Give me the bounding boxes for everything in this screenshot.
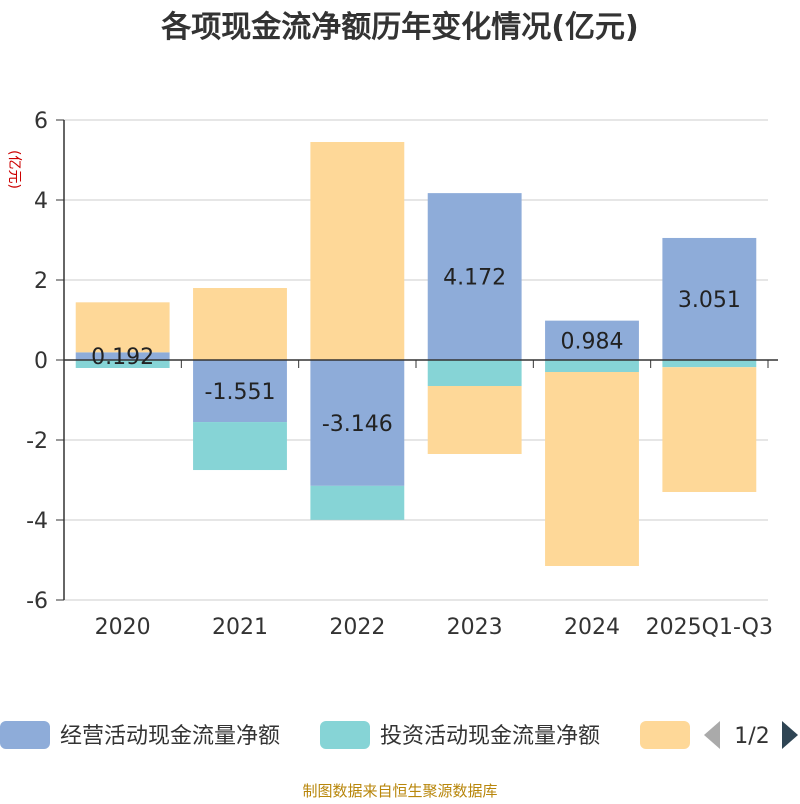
y-tick-label: -2	[26, 429, 48, 454]
bar-series1	[427, 193, 522, 360]
bar-series3	[545, 372, 639, 566]
y-axis-label: (亿元)	[6, 150, 22, 189]
x-tick-label: 2024	[564, 615, 620, 640]
data-label: 0.192	[91, 345, 154, 370]
bar-series2	[75, 360, 170, 368]
data-label: 0.984	[561, 329, 624, 354]
bar-series3	[662, 367, 757, 492]
source-note: 制图数据来自恒生聚源数据库	[302, 782, 497, 800]
bar-series2	[427, 360, 522, 386]
bar-series3	[427, 386, 522, 454]
legend-next-icon[interactable]	[782, 721, 798, 749]
legend-swatch[interactable]	[0, 721, 50, 749]
legend: 经营活动现金流量净额 投资活动现金流量净额 1/2	[0, 721, 798, 749]
bar-series3	[75, 302, 170, 353]
legend-page-indicator: 1/2	[734, 724, 769, 749]
y-tick-label: 0	[34, 349, 48, 374]
legend-swatch[interactable]	[320, 721, 370, 749]
y-tick-label: -4	[26, 509, 48, 534]
gridlines	[64, 119, 768, 601]
bar-series1	[193, 360, 287, 423]
bar-series3	[310, 142, 405, 360]
bar-series2	[310, 485, 405, 520]
y-tick-label: 4	[34, 189, 48, 214]
legend-swatch[interactable]	[640, 721, 690, 749]
axes: 6 4 2 0 -2 -4 -6 2020 2021 2022 2023 2024 2025Q1-Q3	[26, 109, 778, 640]
legend-label[interactable]: 经营活动现金流量净额	[60, 724, 280, 749]
y-tick-label: -6	[26, 589, 48, 614]
data-labels: 0.192 -1.551 -3.146 4.172 0.984 3.051	[91, 266, 741, 437]
y-tick-label: 6	[34, 109, 48, 134]
bar-series2	[193, 422, 287, 471]
bar-series2	[662, 360, 757, 368]
x-tick-label: 2021	[212, 615, 268, 640]
legend-prev-icon[interactable]	[704, 721, 720, 749]
data-label: 3.051	[678, 288, 741, 313]
bar-series1	[545, 320, 639, 360]
x-tick-label: 2022	[329, 615, 385, 640]
x-tick-label: 2023	[447, 615, 503, 640]
bar-series1	[662, 237, 757, 360]
chart-title: 各项现金流净额历年变化情况(亿元)	[160, 10, 638, 45]
bar-series1	[310, 360, 405, 486]
data-label: -3.146	[322, 412, 393, 437]
data-label: -1.551	[205, 380, 276, 405]
y-tick-label: 2	[34, 269, 48, 294]
x-tick-label: 2020	[95, 615, 151, 640]
x-tick-label: 2025Q1-Q3	[646, 615, 773, 640]
bar-series1	[75, 352, 170, 360]
bar-series3	[193, 288, 287, 360]
data-label: 4.172	[443, 266, 506, 291]
bar-series2	[545, 360, 639, 372]
legend-label[interactable]: 投资活动现金流量净额	[380, 724, 600, 749]
bars	[75, 142, 757, 566]
